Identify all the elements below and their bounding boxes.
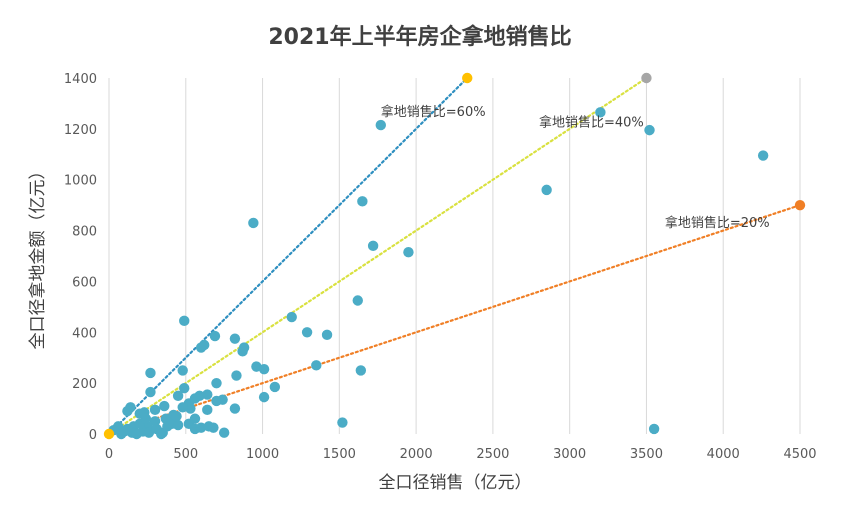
data-point (238, 342, 250, 353)
data-point (179, 383, 190, 394)
data-point (172, 419, 184, 431)
y-axis-title: 全口径拿地金额（亿元） (27, 163, 48, 350)
x-tick-label: 2500 (476, 447, 509, 462)
axis-layer: 0 500 1000 1500 2000 2500 3000 3500 4000 4500 0 200… (64, 72, 817, 462)
reference-line-label: 拿地销售比=60% (381, 104, 486, 120)
data-point (258, 363, 270, 375)
data-point (229, 333, 241, 344)
data-point (143, 427, 155, 438)
data-point (644, 124, 655, 136)
data-point (269, 381, 281, 393)
data-point (231, 370, 242, 381)
origin-point (103, 428, 115, 440)
reference-line (107, 76, 648, 436)
data-point (541, 184, 552, 196)
x-tick-label: 0 (105, 447, 113, 462)
data-point (229, 403, 241, 414)
data-point (211, 377, 222, 389)
data-point (209, 330, 221, 342)
data-point (171, 411, 182, 422)
y-tick-label: 1200 (64, 123, 97, 138)
data-point (375, 119, 386, 131)
x-tick-label: 1500 (323, 447, 356, 462)
grid-layer (185, 78, 801, 434)
y-tick-label: 200 (72, 377, 97, 392)
x-tick-label: 4000 (707, 447, 740, 462)
data-point (149, 404, 161, 416)
y-tick-label: 0 (89, 428, 97, 443)
data-point (367, 240, 379, 252)
data-point (757, 150, 769, 161)
data-point (321, 329, 333, 341)
x-tick-label: 500 (173, 447, 198, 462)
reference-line-label: 拿地销售比=40% (539, 114, 644, 130)
x-tick-label: 3000 (553, 447, 586, 462)
data-point (337, 417, 348, 428)
reference-line-endpoint (462, 72, 473, 84)
data-point (122, 423, 133, 435)
data-point (185, 403, 196, 414)
data-point (218, 427, 230, 438)
y-tick-label: 1400 (64, 72, 97, 87)
y-tick-label: 400 (72, 326, 97, 341)
data-point (156, 428, 167, 440)
data-point (202, 389, 213, 400)
data-point (403, 246, 414, 258)
reference-line (107, 76, 469, 436)
data-point (258, 391, 270, 403)
data-point (199, 339, 210, 351)
data-point (145, 386, 156, 398)
x-tick-label: 2000 (400, 447, 433, 462)
data-point (595, 107, 606, 118)
data-point (648, 423, 660, 435)
data-point (122, 405, 133, 417)
y-tick-label: 600 (72, 275, 97, 290)
data-point (301, 327, 313, 338)
data-point (217, 394, 228, 405)
data-point (311, 360, 322, 371)
data-point (189, 413, 201, 424)
x-tick-label: 1000 (246, 447, 279, 462)
data-point (355, 365, 367, 376)
points-layer (103, 72, 806, 440)
data-point (286, 311, 297, 323)
reference-line-endpoint (794, 199, 806, 211)
reference-line-endpoint (641, 72, 652, 84)
data-point (140, 413, 152, 424)
data-point (208, 422, 219, 433)
data-point (189, 393, 201, 404)
data-point (248, 217, 259, 229)
reference-line-label: 拿地销售比=20% (665, 215, 770, 231)
data-point (177, 365, 188, 376)
data-point (357, 196, 368, 207)
x-tick-label: 3500 (630, 447, 663, 462)
data-point (159, 400, 170, 412)
data-point (179, 315, 190, 327)
labels-layer: 拿地销售比=60% 拿地销售比=40% 拿地销售比=20% (381, 104, 770, 231)
chart-title: 2021年上半年房企拿地销售比 (268, 24, 571, 50)
data-point (177, 402, 188, 413)
x-axis-title: 全口径销售（亿元） (379, 473, 532, 493)
data-point (202, 404, 213, 416)
x-tick-label: 4500 (783, 447, 816, 462)
data-point (352, 295, 363, 306)
data-point (195, 422, 207, 433)
data-point (172, 390, 184, 402)
data-point (145, 367, 156, 379)
y-tick-label: 800 (72, 225, 97, 240)
y-tick-label: 1000 (64, 174, 97, 189)
